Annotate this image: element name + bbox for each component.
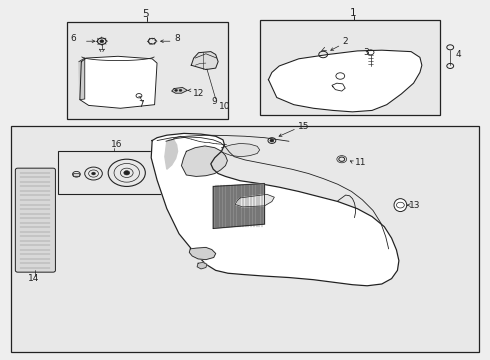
Bar (67, 22, 228, 119)
Text: 11: 11 (355, 158, 367, 167)
Polygon shape (197, 262, 207, 269)
Polygon shape (189, 247, 216, 260)
Circle shape (179, 89, 182, 91)
Text: 8: 8 (174, 34, 180, 43)
Text: 1: 1 (350, 8, 357, 18)
Text: 2: 2 (343, 37, 348, 46)
Text: 14: 14 (28, 274, 40, 283)
Polygon shape (213, 184, 265, 228)
Circle shape (174, 89, 177, 91)
Polygon shape (235, 194, 274, 207)
Text: 13: 13 (409, 201, 421, 210)
Polygon shape (269, 50, 422, 112)
Circle shape (124, 171, 130, 175)
Text: 4: 4 (455, 50, 461, 59)
Text: 5: 5 (143, 9, 149, 19)
Text: 12: 12 (193, 89, 204, 98)
Text: 16: 16 (111, 140, 122, 149)
Circle shape (100, 40, 104, 42)
Polygon shape (172, 87, 187, 93)
Polygon shape (221, 143, 260, 157)
Text: 6: 6 (71, 34, 76, 43)
FancyBboxPatch shape (15, 168, 55, 272)
Polygon shape (79, 58, 85, 100)
Circle shape (92, 172, 96, 175)
Text: 9: 9 (212, 96, 218, 105)
Polygon shape (181, 146, 227, 176)
Bar (260, 21, 441, 116)
Polygon shape (191, 51, 218, 69)
Bar (73, 173, 79, 176)
FancyBboxPatch shape (18, 172, 50, 271)
Polygon shape (165, 139, 177, 169)
Polygon shape (80, 56, 157, 108)
Polygon shape (151, 134, 399, 286)
Text: 15: 15 (298, 122, 309, 131)
Text: 7: 7 (139, 100, 144, 109)
Text: 10: 10 (219, 102, 230, 111)
Ellipse shape (394, 199, 407, 212)
Bar (58, 150, 166, 194)
Bar (11, 126, 479, 352)
Text: 3: 3 (363, 48, 369, 57)
Circle shape (270, 139, 274, 142)
